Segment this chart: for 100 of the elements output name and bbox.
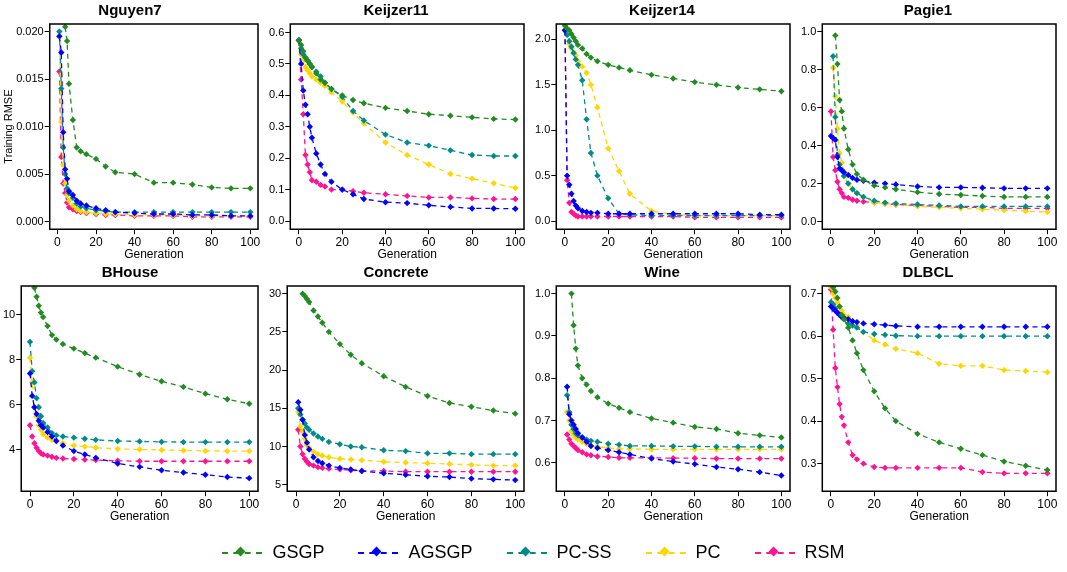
- x-tick-label: 20: [601, 234, 616, 249]
- x-tick-label: 100: [239, 496, 260, 511]
- y-tick-label: 0.7: [534, 413, 551, 426]
- x-axis-title: Generation: [375, 509, 436, 524]
- x-tick-label: 0: [827, 234, 835, 249]
- x-axis-title: Generation: [643, 509, 703, 524]
- y-tick-label: 1.0: [534, 123, 551, 136]
- y-tick-label: 0.000: [16, 214, 44, 227]
- y-tick-label: 5: [275, 477, 282, 490]
- x-tick-label: 0: [54, 234, 62, 249]
- x-tick-label: 100: [771, 496, 792, 511]
- x-tick-label: 60: [954, 496, 968, 511]
- y-tick-label: 0.0: [534, 214, 551, 227]
- x-tick-label: 80: [997, 496, 1012, 511]
- legend-label: AGSGP: [408, 542, 473, 563]
- y-tick-label: 0.2: [800, 176, 817, 189]
- x-tick-label: 0: [827, 496, 835, 511]
- y-tick-label: 0.010: [16, 119, 44, 132]
- x-tick-label: 0: [561, 234, 569, 249]
- x-tick-label: 100: [505, 234, 526, 249]
- x-axis-title: Generation: [124, 247, 184, 262]
- x-tick-label: 60: [154, 496, 169, 511]
- x-tick-label: 0: [295, 234, 303, 249]
- y-tick-label: 0.5: [534, 168, 551, 181]
- x-tick-label: 20: [601, 496, 616, 511]
- x-tick-label: 20: [335, 234, 350, 249]
- y-tick-label: 2.0: [534, 32, 551, 45]
- x-tick-label: 40: [644, 234, 659, 249]
- x-tick-label: 40: [644, 496, 659, 511]
- x-tick-label: 80: [731, 234, 746, 249]
- x-tick-label: 100: [1037, 496, 1058, 511]
- x-tick-label: 80: [198, 496, 213, 511]
- y-tick-label: 0.020: [16, 24, 44, 37]
- x-tick-label: 60: [688, 496, 702, 511]
- x-tick-label: 100: [771, 234, 792, 249]
- x-axis-title: Generation: [109, 509, 170, 524]
- chart-title: BHouse: [101, 263, 159, 281]
- y-tick-label: 8: [9, 352, 16, 365]
- x-tick-label: 80: [997, 234, 1012, 249]
- x-tick-label: 20: [333, 496, 347, 511]
- x-tick-label: 100: [505, 496, 526, 511]
- x-tick-label: 40: [910, 496, 925, 511]
- x-tick-label: 80: [731, 496, 746, 511]
- chart-title: Pagie1: [903, 1, 953, 19]
- y-tick-label: 0.9: [534, 328, 551, 341]
- chart-title: DLBCL: [902, 263, 954, 281]
- chart-title: Keijzer14: [629, 1, 696, 19]
- y-tick-label: 0.5: [268, 56, 285, 69]
- x-tick-label: 60: [422, 234, 436, 249]
- chart-title: Keijzer11: [363, 1, 429, 19]
- x-tick-label: 40: [377, 496, 391, 511]
- x-tick-label: 0: [561, 496, 569, 511]
- y-tick-label: 0.6: [800, 100, 817, 113]
- y-tick-label: 0.6: [268, 25, 285, 38]
- y-tick-label: 0.2: [268, 151, 285, 164]
- x-tick-label: 40: [111, 496, 125, 511]
- y-axis-title: Training RMSE: [1, 89, 14, 164]
- x-axis-title: Generation: [909, 247, 969, 262]
- y-tick-label: 15: [268, 401, 282, 414]
- chart-title: Wine: [644, 263, 680, 281]
- y-tick-label: 0.0: [800, 214, 817, 227]
- legend-label: PC: [695, 542, 721, 563]
- y-tick-label: 1.0: [534, 286, 551, 299]
- x-tick-label: 60: [688, 234, 702, 249]
- y-tick-label: 0.3: [800, 456, 817, 469]
- x-tick-label: 100: [1037, 234, 1058, 249]
- y-tick-label: 6: [9, 397, 16, 410]
- x-tick-label: 60: [166, 234, 181, 249]
- chart-title: Concrete: [363, 263, 429, 281]
- y-tick-label: 0.3: [268, 119, 285, 132]
- y-tick-label: 10: [268, 439, 282, 452]
- y-tick-label: 0.8: [534, 371, 551, 384]
- y-tick-label: 0.4: [268, 88, 285, 101]
- y-tick-label: 0.6: [800, 329, 817, 342]
- y-tick-label: 0.0: [268, 214, 285, 227]
- x-tick-label: 20: [67, 496, 81, 511]
- y-tick-label: 4: [9, 443, 16, 456]
- legend-label: PC-SS: [556, 542, 612, 563]
- y-tick-label: 0.1: [268, 182, 285, 195]
- x-tick-label: 20: [867, 496, 882, 511]
- y-tick-label: 0.6: [534, 455, 551, 468]
- y-tick-label: 10: [2, 307, 16, 320]
- x-tick-label: 40: [127, 234, 142, 249]
- x-tick-label: 20: [867, 234, 882, 249]
- y-tick-label: 1.5: [534, 77, 551, 90]
- legend-label: RSM: [804, 542, 845, 563]
- chart-title: Nguyen7: [98, 1, 162, 19]
- legend-label: GSGP: [272, 542, 325, 563]
- y-tick-label: 0.8: [800, 62, 817, 75]
- x-axis-title: Generation: [643, 247, 703, 262]
- y-tick-label: 0.5: [800, 371, 817, 384]
- y-tick-label: 1.0: [800, 24, 817, 37]
- x-tick-label: 40: [910, 234, 925, 249]
- x-tick-label: 20: [89, 234, 103, 249]
- x-tick-label: 80: [205, 234, 219, 249]
- y-tick-label: 0.005: [16, 167, 44, 180]
- x-tick-label: 40: [378, 234, 393, 249]
- y-tick-label: 0.7: [800, 286, 817, 299]
- y-tick-label: 0.4: [800, 138, 817, 151]
- y-tick-label: 0.4: [800, 414, 817, 427]
